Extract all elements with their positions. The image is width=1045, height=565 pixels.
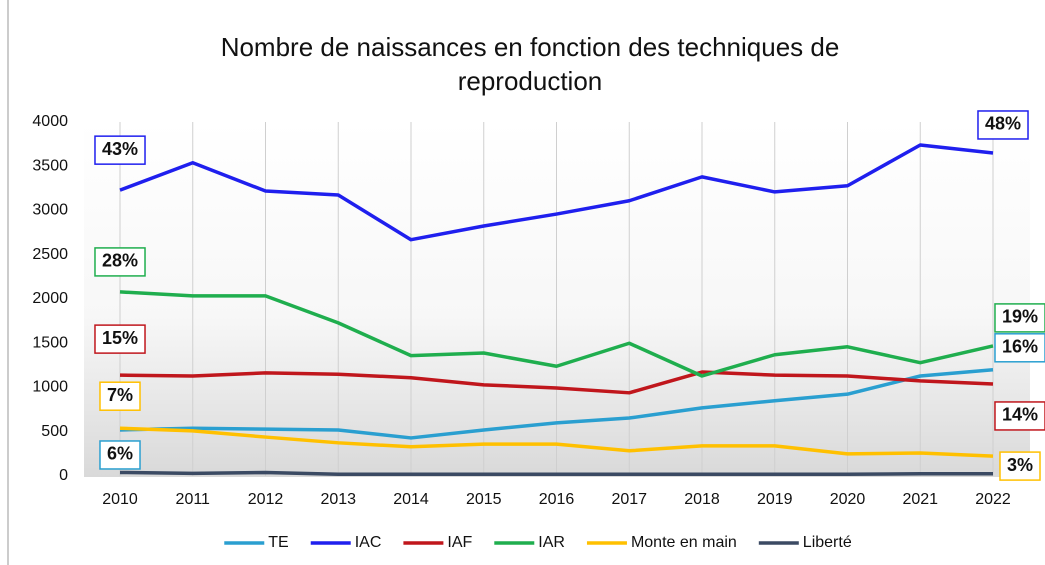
y-tick-label: 3000 [32, 202, 68, 219]
callout-label: 19% [1002, 307, 1038, 327]
y-tick-label: 500 [41, 423, 68, 440]
legend-label: Monte en main [631, 534, 737, 551]
callout-label: 6% [107, 444, 133, 464]
callout-box [977, 110, 1029, 140]
x-tick-label: 2015 [466, 491, 502, 508]
x-tick-label: 2020 [830, 491, 866, 508]
y-tick-label: 4000 [32, 113, 68, 130]
callout-box [994, 333, 1045, 363]
callout-box [94, 324, 146, 354]
chart-title: Nombre de naissances en fonction des tec… [220, 32, 840, 96]
x-tick-label: 2012 [248, 491, 284, 508]
y-tick-label: 1000 [32, 379, 68, 396]
legend-label: Liberté [803, 534, 852, 551]
callout-box [99, 440, 141, 470]
callout-box [999, 451, 1041, 481]
callout-box [994, 401, 1045, 431]
x-tick-label: 2014 [393, 491, 429, 508]
callout-label: 7% [107, 385, 133, 405]
callout-label: 43% [102, 139, 138, 159]
callout-box [99, 381, 141, 411]
callout-box [94, 135, 146, 165]
x-tick-label: 2010 [102, 491, 138, 508]
legend-label: IAC [355, 534, 382, 551]
callout-box [94, 247, 146, 277]
x-tick-label: 2017 [611, 491, 647, 508]
x-tick-label: 2022 [975, 491, 1011, 508]
legend-label: IAF [447, 534, 472, 551]
series-line [119, 370, 994, 395]
legend-label: IAR [538, 534, 565, 551]
x-tick-label: 2019 [757, 491, 793, 508]
series-line [119, 368, 994, 440]
callout-label: 28% [102, 251, 138, 271]
series-line [119, 143, 994, 242]
callout-label: 3% [1007, 455, 1033, 475]
x-tick-label: 2013 [320, 491, 356, 508]
legend-label: TE [268, 534, 288, 551]
series-line [119, 290, 994, 378]
y-tick-label: 0 [59, 467, 68, 484]
y-tick-label: 3500 [32, 157, 68, 174]
y-tick-label: 1500 [32, 334, 68, 351]
callout-label: 15% [102, 328, 138, 348]
callout-box [994, 303, 1045, 333]
series-line [119, 426, 994, 458]
x-tick-label: 2021 [902, 491, 938, 508]
series-line [119, 470, 993, 476]
callout-label: 16% [1002, 337, 1038, 357]
x-tick-label: 2011 [176, 491, 211, 508]
callout-label: 48% [985, 114, 1021, 134]
x-tick-label: 2018 [684, 491, 720, 508]
y-tick-label: 2000 [32, 290, 68, 307]
x-tick-label: 2016 [539, 491, 575, 508]
y-tick-label: 2500 [32, 246, 68, 263]
callout-label: 14% [1002, 405, 1038, 425]
